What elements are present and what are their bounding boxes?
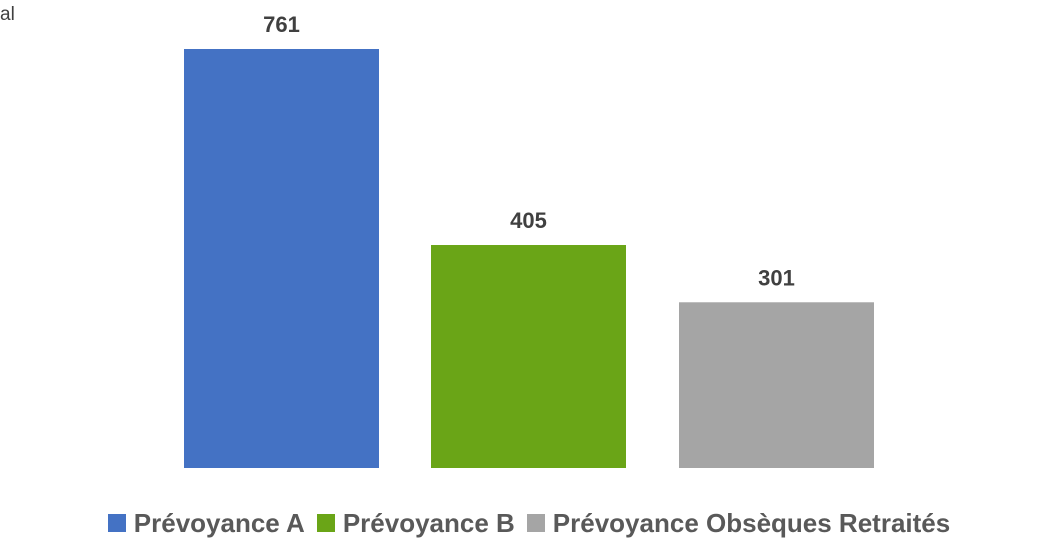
legend-label-prevoyance-a: Prévoyance A <box>133 507 305 538</box>
data-label-prevoyance-a: 761 <box>263 12 300 37</box>
legend-item-prevoyance-obseques: Prévoyance Obsèques Retraités <box>526 507 951 539</box>
legend-swatch-prevoyance-b <box>316 514 335 532</box>
legend-item-prevoyance-b: Prévoyance B <box>316 507 515 539</box>
bar-prevoyance-b <box>431 245 626 468</box>
legend: Prévoyance A Prévoyance B Prévoyance Obs… <box>0 503 1058 543</box>
legend-swatch-prevoyance-obseques <box>526 514 545 532</box>
legend-label-prevoyance-b: Prévoyance B <box>342 507 515 538</box>
data-label-prevoyance-obseques: 301 <box>758 265 795 290</box>
data-label-prevoyance-b: 405 <box>510 208 547 233</box>
bars-layer <box>184 49 874 468</box>
legend-item-prevoyance-a: Prévoyance A <box>107 507 305 539</box>
bar-prevoyance-a <box>184 49 379 468</box>
data-labels-layer: 761 405 301 <box>263 12 795 290</box>
legend-swatch-prevoyance-a <box>107 514 126 532</box>
bar-chart: 761 405 301 <box>184 12 874 468</box>
bar-prevoyance-obseques <box>679 302 874 468</box>
legend-label-prevoyance-obseques: Prévoyance Obsèques Retraités <box>552 507 951 538</box>
corner-text-fragment: al <box>0 4 15 25</box>
